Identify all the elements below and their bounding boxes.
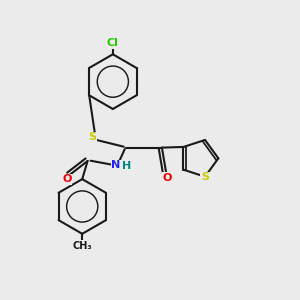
- Text: S: S: [201, 172, 209, 182]
- Text: N: N: [111, 160, 120, 170]
- Text: H: H: [122, 161, 132, 171]
- Text: O: O: [62, 174, 71, 184]
- Text: S: S: [88, 132, 96, 142]
- Text: CH₃: CH₃: [72, 241, 92, 251]
- Text: Cl: Cl: [107, 38, 119, 48]
- Text: O: O: [163, 172, 172, 183]
